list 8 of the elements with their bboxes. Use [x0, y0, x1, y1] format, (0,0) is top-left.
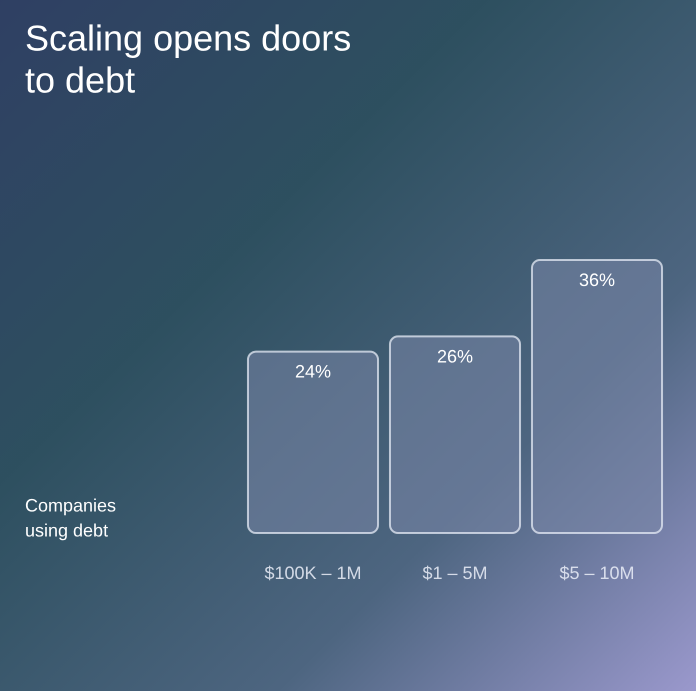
data-label: 24%	[294, 362, 332, 382]
x-tick-label: $1 – 5M	[422, 563, 488, 583]
chart-title: Scaling opens doors to debt	[25, 18, 352, 100]
data-label: 36%	[578, 270, 616, 290]
x-tick-label: $100K – 1M	[264, 563, 362, 583]
data-label: 26%	[436, 346, 474, 366]
x-tick-label: $5 – 10M	[559, 563, 635, 583]
text: Companies using debt	[25, 496, 116, 540]
